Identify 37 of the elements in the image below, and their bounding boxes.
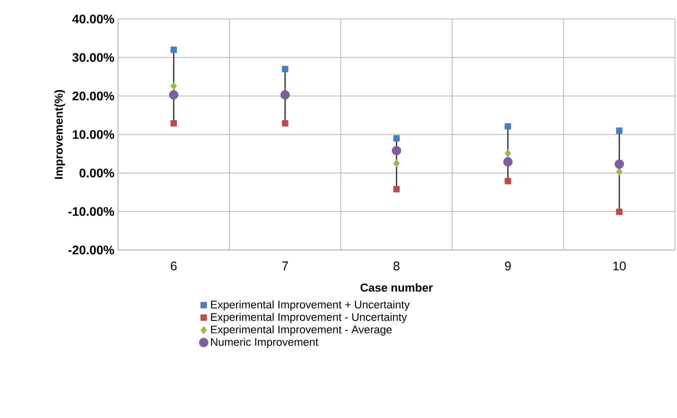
legend-label: Experimental Improvement + Uncertainty: [211, 300, 410, 311]
x-tick-label: 8: [394, 262, 400, 270]
x-axis-title: Case number: [360, 283, 433, 292]
y-tick-label: -10.00%: [68, 207, 114, 216]
point: [616, 127, 623, 134]
point: [393, 159, 400, 168]
point: [170, 82, 177, 90]
point: [614, 159, 624, 169]
point: [392, 146, 402, 156]
y-tick-label: 0.00%: [80, 168, 114, 178]
point: [393, 135, 400, 142]
point: [282, 120, 288, 127]
point: [280, 90, 290, 100]
x-tick-label: 9: [505, 262, 511, 270]
y-tick-label: 20.00%: [72, 92, 114, 100]
legend-label: Numeric Improvement: [211, 338, 318, 348]
point: [170, 120, 177, 127]
point: [616, 208, 623, 216]
point: [170, 46, 177, 54]
y-tick-label: 10.00%: [72, 130, 114, 139]
x-tick-label: 7: [282, 262, 288, 270]
y-tick-label: 30.00%: [72, 53, 114, 62]
y-tick-label: 40.00%: [72, 14, 114, 24]
point: [616, 168, 623, 176]
legend-label: Experimental Improvement - Average: [211, 325, 392, 336]
y-tick-label: -20.00%: [68, 246, 114, 254]
x-tick-label: 10: [613, 262, 626, 270]
legend-label: Experimental Improvement - Uncertainty: [211, 312, 407, 324]
y-axis-title: Improvement(%): [54, 90, 66, 179]
point: [504, 149, 512, 158]
point: [504, 178, 512, 184]
point: [393, 186, 400, 192]
point: [282, 66, 288, 72]
point: [169, 90, 178, 100]
point: [504, 123, 512, 130]
x-tick-label: 6: [170, 262, 177, 270]
point: [503, 157, 513, 167]
